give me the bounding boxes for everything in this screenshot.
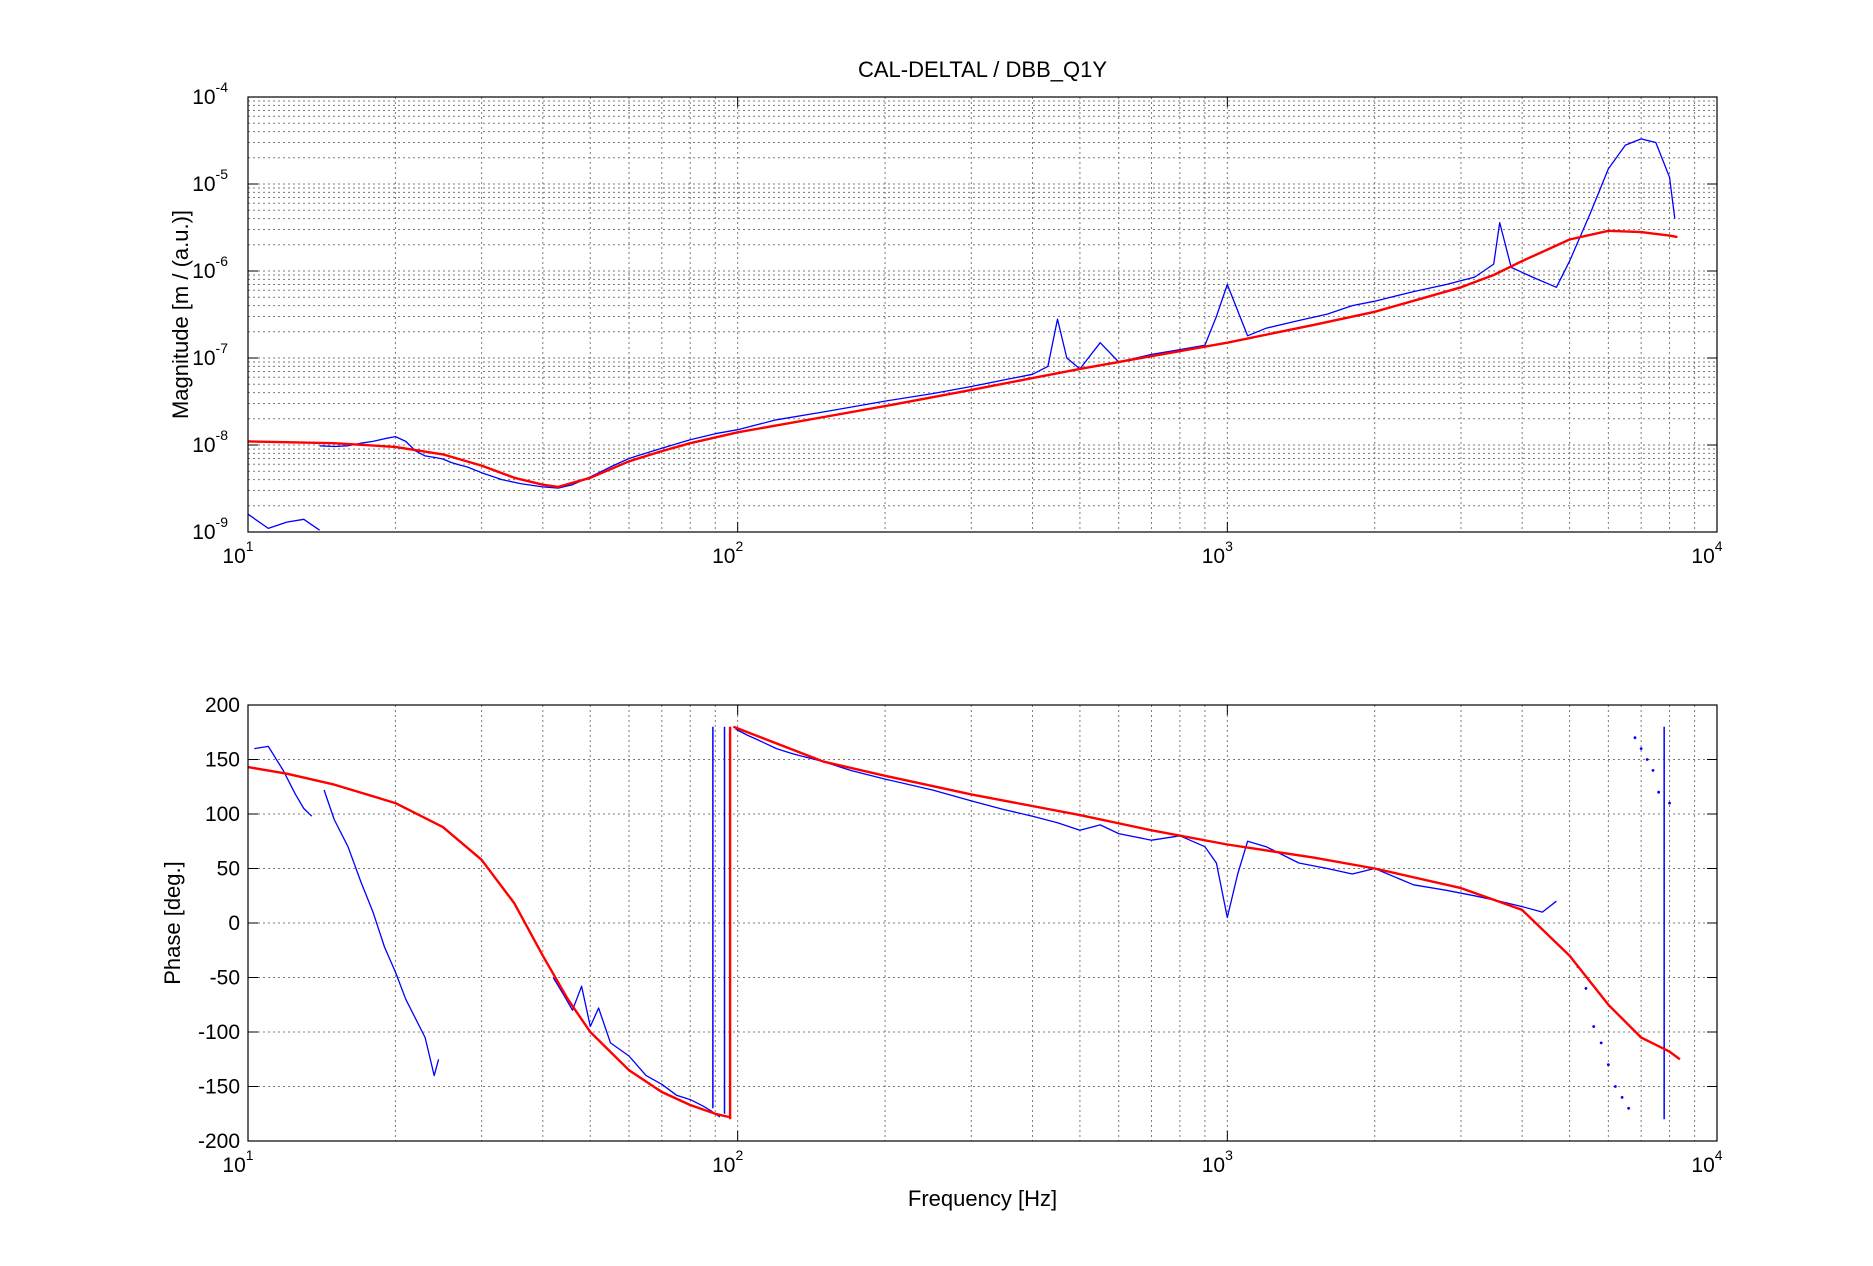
y-tick-label: 50 <box>217 858 240 881</box>
measured-curve-segment <box>552 977 721 1118</box>
measured-scatter-point <box>1592 1025 1596 1028</box>
series-group <box>247 725 1681 1120</box>
y-tick-label: -200 <box>198 1130 240 1153</box>
y-tick-label: 200 <box>205 694 240 717</box>
x-axis-label: Frequency [Hz] <box>908 1186 1057 1211</box>
y-tick-label: 0 <box>228 912 240 935</box>
measured-curve-segment <box>247 513 320 531</box>
y-tick-label: 150 <box>205 749 240 772</box>
x-tick-label: 104 <box>1691 1147 1722 1177</box>
y-tick-label: 10-5 <box>192 166 228 196</box>
x-tick-label: 103 <box>1202 538 1233 568</box>
ticks: 101 102 103 104 -200 -150 -100 -50 0 50 100 150 200 <box>198 694 1723 1177</box>
y-tick-label: 10-8 <box>192 427 228 457</box>
model-curve-segment <box>247 765 730 1119</box>
model-curve-segment <box>247 229 1678 489</box>
ticks: 101 102 103 104 10-9 10-8 10-7 10-6 10-5 10-4 <box>192 79 1723 568</box>
y-tick-label: 100 <box>205 803 240 826</box>
y-axis-label: Phase [deg.] <box>160 861 185 985</box>
measured-curve-segment <box>254 745 313 817</box>
axes-box <box>247 96 1718 533</box>
measured-scatter-point <box>1613 1085 1617 1088</box>
measured-scatter-point <box>1633 736 1637 740</box>
measured-scatter-point <box>1657 790 1661 794</box>
measured-scatter-point <box>1620 1096 1624 1099</box>
measured-scatter-point <box>1584 987 1588 990</box>
y-axis-label: Magnitude [m / (a.u.)] <box>168 210 193 419</box>
measured-scatter-point <box>1668 801 1671 805</box>
y-tick-label: -100 <box>198 1021 240 1044</box>
x-tick-label: 102 <box>712 538 743 568</box>
measured-scatter-point <box>1606 1063 1610 1067</box>
measured-scatter-point <box>1651 769 1655 772</box>
series-group <box>247 138 1678 531</box>
plot-area <box>248 97 1717 532</box>
phase-panel: 101 102 103 104 -200 -150 -100 -50 0 50 100 150 200 F… <box>160 694 1723 1211</box>
measured-curve-segment <box>323 789 440 1077</box>
y-tick-label: 10-7 <box>192 340 228 370</box>
x-tick-label: 104 <box>1691 538 1722 568</box>
measured-scatter-point <box>1645 758 1649 761</box>
measured-scatter-point <box>1627 1106 1631 1110</box>
measured-scatter-point <box>1599 1041 1603 1045</box>
y-tick-label: -50 <box>210 967 240 990</box>
x-tick-label: 101 <box>222 538 253 568</box>
plot-area <box>248 705 1717 1141</box>
chart-title: CAL-DELTAL / DBB_Q1Y <box>858 57 1107 82</box>
measured-scatter-point <box>1639 747 1643 750</box>
y-tick-label: -150 <box>198 1076 240 1099</box>
y-tick-label: 10-4 <box>192 79 228 109</box>
magnitude-panel: 101 102 103 104 10-9 10-8 10-7 10-6 10-5 10-4 CAL-… <box>168 57 1723 568</box>
y-tick-label: 10-9 <box>192 514 228 544</box>
model-curve-segment <box>732 725 1681 1061</box>
y-tick-label: 10-6 <box>192 253 228 283</box>
measured-curve-segment <box>319 138 1676 489</box>
x-tick-label: 101 <box>222 1147 253 1177</box>
x-tick-label: 103 <box>1202 1147 1233 1177</box>
x-tick-label: 102 <box>712 1147 743 1177</box>
